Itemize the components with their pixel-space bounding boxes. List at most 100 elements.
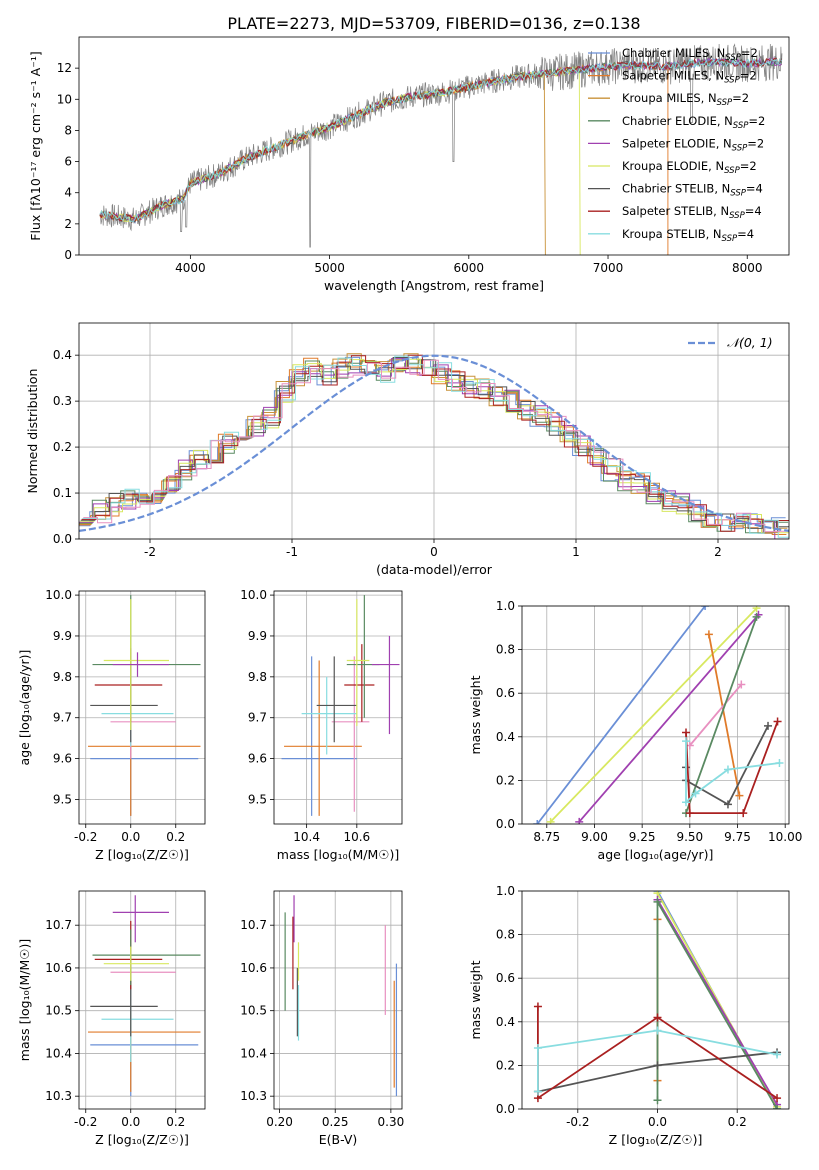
error-bar-point — [344, 644, 375, 722]
plot-area — [533, 606, 784, 824]
legend-label: Kroupa ELODIE, NSSP=2 — [622, 159, 757, 176]
panel-age-vs-mass: 10.4 10.6 9.5 9.6 9.7 9.8 9.9 10.0 mass [log₁₀(M… — [240, 588, 403, 862]
axes-frame — [78, 590, 206, 825]
spectrum-model-line — [99, 58, 782, 222]
y-tick-label: 9.7 — [53, 711, 72, 725]
plot-area — [79, 353, 789, 539]
y-tick-label: 9.6 — [53, 752, 72, 766]
legend-label: Salpeter MILES, NSSP=2 — [622, 69, 757, 86]
error-bar-point — [92, 929, 201, 986]
y-tick-label: 0 — [64, 248, 72, 262]
residual-histogram — [82, 355, 789, 538]
mass-weight-marker — [575, 817, 584, 824]
mass-weight-marker — [775, 758, 784, 767]
y-tick-label: 9.6 — [248, 752, 267, 766]
axes-frame — [78, 322, 790, 540]
plot-area — [99, 43, 783, 255]
y-tick-label: 0.0 — [496, 1102, 515, 1116]
x-tick-label: -0.2 — [74, 1115, 97, 1129]
error-bar-point — [101, 676, 174, 747]
y-tick-label: 10.3 — [45, 1089, 72, 1103]
y-tick-label: 0.0 — [53, 532, 72, 546]
mass-weight-marker — [533, 1087, 542, 1096]
error-bar-point — [112, 895, 169, 943]
residual-histogram — [79, 358, 789, 534]
residual-histogram — [79, 359, 789, 534]
panel-residuals: -2 -1 0 1 2 0.0 0.1 0.2 0.3 0.4 (data-model)/error… — [25, 322, 790, 577]
mass-weight-marker — [773, 1050, 782, 1059]
x-tick-label: 0.2 — [728, 1115, 747, 1129]
x-tick-label: 7000 — [593, 261, 624, 275]
mass-weight-marker — [773, 1094, 782, 1103]
y-tick-label: 0.2 — [496, 1058, 515, 1072]
mass-weight-marker — [752, 612, 761, 621]
x-tick-label: 0.0 — [121, 1115, 140, 1129]
y-tick-label: 10.6 — [45, 961, 72, 975]
y-tick-label: 0.8 — [496, 928, 515, 942]
y-tick-label: 0.3 — [53, 394, 72, 408]
y-tick-label: 9.8 — [248, 670, 267, 684]
x-tick-label: 0.2 — [166, 830, 185, 844]
y-tick-label: 0.4 — [496, 1015, 515, 1029]
error-bar-point — [346, 595, 380, 718]
mass-weight-marker — [653, 1013, 662, 1022]
y-tick-label: 10.6 — [240, 961, 267, 975]
x-axis-label: Z [log₁₀(Z/Z☉)] — [95, 847, 189, 862]
x-axis-label: Z [log₁₀(Z/Z☉)] — [609, 1132, 703, 1147]
y-tick-label: 0.6 — [496, 971, 515, 985]
mass-weight-line — [536, 606, 706, 824]
mass-weight-line — [656, 899, 778, 1106]
x-tick-label: 1 — [572, 545, 580, 559]
mass-weight-marker — [682, 798, 691, 807]
x-axis-label: age [log₁₀(age/yr)] — [598, 847, 714, 862]
y-tick-label: 10.7 — [45, 918, 72, 932]
mass-weight-marker — [653, 897, 662, 906]
spectrum-model-line — [99, 57, 782, 222]
mass-weight-line — [685, 721, 779, 814]
axes-frame — [78, 36, 790, 256]
error-bar-point — [92, 595, 201, 718]
x-axis-label: Z [log₁₀(Z/Z☉)] — [95, 1132, 189, 1147]
spectrum-legend: Chabrier MILES, NSSP=2 Salpeter MILES, NS… — [588, 46, 765, 244]
x-tick-label: 8000 — [732, 261, 763, 275]
mass-weight-line — [578, 614, 760, 823]
legend-label: Kroupa MILES, NSSP=2 — [622, 91, 749, 108]
x-tick-label: -1 — [286, 545, 298, 559]
y-tick-label: 10 — [57, 92, 72, 106]
mass-weight-marker — [739, 809, 748, 818]
legend-label: Chabrier ELODIE, NSSP=2 — [622, 114, 765, 131]
mass-weight-marker — [764, 721, 773, 730]
error-bar-point — [316, 656, 357, 743]
mass-weight-marker — [704, 630, 713, 639]
x-tick-label: 0.0 — [121, 830, 140, 844]
error-bar-point — [101, 967, 174, 1062]
x-tick-label: 0.25 — [322, 1115, 349, 1129]
mass-weight-marker — [735, 791, 744, 800]
y-tick-label: 0.2 — [496, 773, 515, 787]
mass-weight-marker — [546, 817, 555, 824]
panel-age-vs-Z: -0.2 0.0 0.2 9.5 9.6 9.7 9.8 9.9 10.0 Z [log₁₀(Z/… — [17, 588, 206, 862]
axes-frame — [521, 890, 790, 1110]
spectrum-model-line — [99, 60, 669, 255]
legend-label: Chabrier STELIB, NSSP=4 — [622, 182, 763, 199]
y-tick-label: 9.5 — [248, 792, 267, 806]
y-tick-label: 0.8 — [496, 643, 515, 657]
plot-area — [88, 895, 201, 1097]
mass-weight-marker — [653, 1026, 662, 1035]
y-tick-label: 1.0 — [496, 599, 515, 613]
y-axis-label: mass [log₁₀(M/M☉)] — [17, 939, 32, 1061]
x-tick-label: 9.25 — [629, 830, 656, 844]
residual-histogram — [83, 359, 789, 533]
panel-spectrum: 4000 5000 6000 7000 8000 0 2 4 6 8 10 12 wavelength … — [28, 36, 790, 293]
y-tick-label: 0.6 — [496, 686, 515, 700]
legend-label: Salpeter ELODIE, NSSP=2 — [622, 136, 764, 153]
axes-frame — [273, 590, 403, 825]
error-bar-point — [301, 676, 357, 755]
mass-weight-line — [689, 683, 742, 747]
x-tick-label: 8.75 — [533, 830, 560, 844]
plot-area — [88, 595, 201, 816]
error-bar-point — [284, 660, 362, 816]
y-tick-label: 0.1 — [53, 486, 72, 500]
mass-weight-marker — [533, 820, 542, 824]
error-bar-point — [90, 664, 199, 816]
